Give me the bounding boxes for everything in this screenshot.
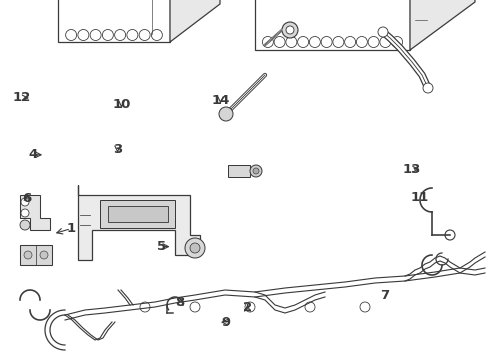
Circle shape bbox=[423, 83, 433, 93]
Text: 14: 14 bbox=[211, 94, 230, 107]
Text: 13: 13 bbox=[402, 163, 421, 176]
Text: 12: 12 bbox=[12, 91, 31, 104]
Text: 7: 7 bbox=[380, 289, 389, 302]
Polygon shape bbox=[20, 195, 50, 230]
Polygon shape bbox=[78, 185, 200, 260]
Text: 6: 6 bbox=[23, 192, 31, 204]
Text: 4: 4 bbox=[28, 148, 37, 161]
Text: 1: 1 bbox=[67, 222, 75, 235]
Circle shape bbox=[21, 209, 29, 217]
Circle shape bbox=[185, 238, 205, 258]
Bar bbox=[228, 165, 250, 177]
Circle shape bbox=[40, 251, 48, 259]
Polygon shape bbox=[255, 0, 410, 50]
Circle shape bbox=[253, 168, 259, 174]
Circle shape bbox=[20, 220, 30, 230]
Polygon shape bbox=[170, 0, 220, 42]
Polygon shape bbox=[108, 206, 168, 222]
Text: 9: 9 bbox=[222, 316, 231, 329]
Circle shape bbox=[219, 107, 233, 121]
Circle shape bbox=[21, 198, 29, 206]
Text: 2: 2 bbox=[243, 301, 252, 314]
Circle shape bbox=[250, 165, 262, 177]
Circle shape bbox=[378, 27, 388, 37]
Text: 8: 8 bbox=[176, 296, 185, 309]
Circle shape bbox=[282, 22, 298, 38]
Text: 5: 5 bbox=[157, 240, 166, 253]
Text: 3: 3 bbox=[113, 143, 122, 156]
Polygon shape bbox=[410, 0, 475, 50]
Text: 10: 10 bbox=[112, 98, 131, 111]
Text: 11: 11 bbox=[410, 191, 429, 204]
Polygon shape bbox=[100, 200, 175, 228]
Bar bbox=[20, 245, 52, 265]
Polygon shape bbox=[58, 0, 170, 42]
Circle shape bbox=[24, 251, 32, 259]
Circle shape bbox=[286, 26, 294, 34]
Circle shape bbox=[190, 243, 200, 253]
